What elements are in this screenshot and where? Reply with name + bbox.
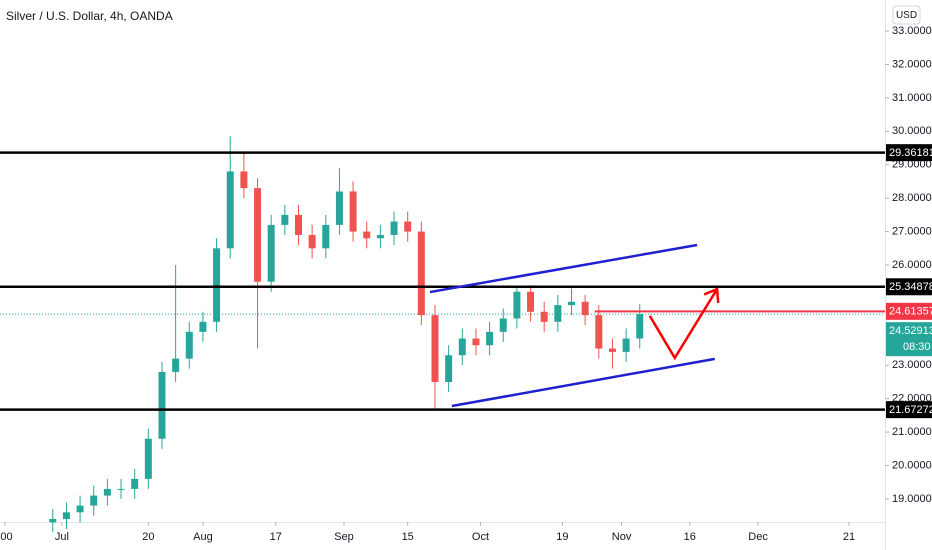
resistance-label: 24.61357 — [889, 306, 932, 318]
x-tick-label: 21 — [843, 531, 855, 543]
candle-body — [103, 488, 111, 496]
candle-body — [254, 188, 262, 282]
candle-body — [486, 331, 494, 346]
x-tick-label: Jul — [55, 531, 69, 543]
candle-body — [567, 301, 575, 306]
candle-body — [172, 358, 180, 372]
candle-body — [513, 291, 521, 319]
candle-body — [431, 315, 439, 382]
candle-body — [608, 348, 616, 352]
candle-body — [117, 488, 125, 490]
candle-body — [158, 371, 166, 439]
candle-body — [90, 495, 98, 506]
x-tick-label: 19 — [556, 531, 568, 543]
candle-body — [267, 224, 275, 282]
candle-body — [540, 311, 548, 322]
x-tick-label: 20 — [142, 531, 154, 543]
level-label: 29.36181 — [889, 147, 932, 159]
candle-body — [240, 171, 248, 189]
candle-body — [417, 231, 425, 316]
candle-body — [49, 518, 57, 523]
candle-body — [445, 355, 453, 382]
candle-body — [458, 338, 466, 356]
x-tick-label: Nov — [612, 531, 632, 543]
x-tick-label: 17 — [270, 531, 282, 543]
candle-body — [376, 234, 384, 239]
candle-body — [472, 338, 480, 346]
candle-body — [363, 231, 371, 239]
x-tick-label: Oct — [472, 531, 489, 543]
candle-body — [226, 171, 234, 249]
candle-body — [76, 505, 84, 513]
x-tick-label: Aug — [193, 531, 213, 543]
candle-body — [595, 315, 603, 349]
candle-body — [131, 478, 139, 489]
level-box — [886, 144, 932, 162]
countdown-label: 08:30 — [903, 341, 931, 353]
candle-body — [185, 331, 193, 359]
candle-body — [554, 305, 562, 322]
candle-body — [581, 301, 589, 316]
candle-body — [294, 214, 302, 235]
projection-arrowhead — [703, 287, 720, 304]
candle-body — [144, 438, 152, 479]
x-tick-label: Sep — [334, 531, 354, 543]
candle-body — [322, 224, 330, 249]
x-tick-label: 16 — [684, 531, 696, 543]
candle-body — [527, 291, 535, 312]
candle-body — [281, 214, 289, 225]
candle-body — [390, 221, 398, 235]
projection-path — [648, 288, 719, 361]
last-price-box — [886, 322, 932, 357]
candle-body — [62, 512, 70, 519]
candle-body — [404, 221, 412, 232]
x-tick-label: 15 — [402, 531, 414, 543]
level-label: 21.67272 — [889, 404, 932, 416]
candle-body — [349, 191, 357, 232]
channel-line — [429, 243, 698, 294]
currency-button[interactable] — [892, 5, 921, 25]
candle-body — [199, 321, 207, 332]
candle-body — [335, 191, 343, 225]
level-label: 25.34878 — [889, 281, 932, 293]
channel-line — [451, 357, 716, 408]
resistance-box — [886, 302, 932, 320]
candle-body — [213, 248, 221, 322]
last-price-label: 24.52913 — [889, 325, 932, 337]
candle-body — [308, 234, 316, 249]
currency-label[interactable]: USD — [896, 10, 917, 21]
x-tick-label: :00 — [0, 531, 13, 543]
candle-body — [499, 318, 507, 332]
chart-title: Silver / U.S. Dollar, 4h, OANDA — [6, 9, 173, 23]
candle-body — [636, 314, 644, 339]
level-box — [886, 401, 932, 419]
candle-body — [622, 338, 630, 352]
level-box — [886, 278, 932, 296]
x-tick-label: Dec — [748, 531, 768, 543]
